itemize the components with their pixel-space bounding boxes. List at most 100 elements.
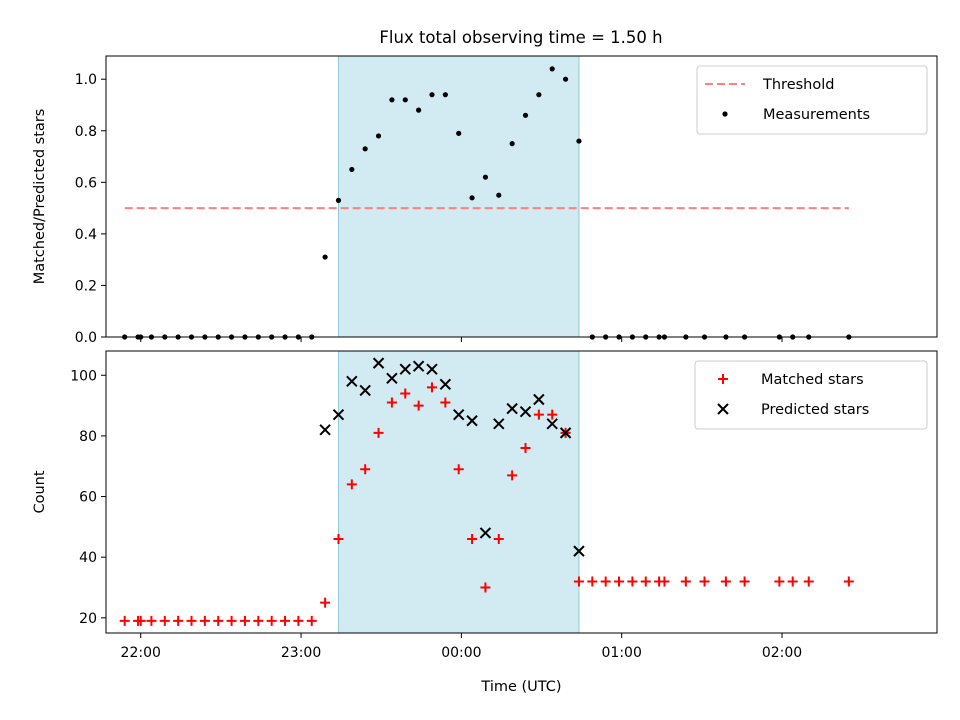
x-tick-label: 02:00 xyxy=(762,645,802,661)
matched-point xyxy=(400,388,411,399)
observing-span xyxy=(337,350,580,634)
legend-label: Measurements xyxy=(763,107,870,123)
predicted-point xyxy=(466,415,478,427)
predicted-point xyxy=(332,408,345,421)
predicted-point xyxy=(386,372,398,384)
y-tick-label: 0.2 xyxy=(75,278,97,294)
matched-point xyxy=(360,464,371,475)
matched-point xyxy=(293,615,304,626)
matched-point xyxy=(467,534,478,544)
matched-point xyxy=(440,397,451,408)
measurement-point xyxy=(562,76,569,82)
matched-point xyxy=(266,615,277,626)
measurement-point xyxy=(456,130,462,136)
legend-label: Matched stars xyxy=(761,372,864,388)
matched-point xyxy=(640,576,651,587)
matched-point xyxy=(627,576,638,587)
predicted-point xyxy=(412,360,425,372)
predicted-point xyxy=(506,402,518,415)
predicted-point xyxy=(319,424,331,436)
matched-point xyxy=(413,400,424,411)
predicted-point xyxy=(559,427,572,439)
measurement-point xyxy=(322,254,328,260)
measurement-point xyxy=(389,97,395,103)
y-tick-label: 80 xyxy=(79,429,97,445)
x-tick-label: 22:00 xyxy=(121,645,161,661)
series-predicted-stars xyxy=(319,357,585,557)
predicted-point xyxy=(372,357,385,369)
matched-point xyxy=(119,615,130,626)
y-axis-label: Matched/Predicted stars xyxy=(32,109,48,285)
predicted-point xyxy=(533,393,545,406)
matched-point xyxy=(507,470,518,481)
legend-box xyxy=(694,360,928,430)
legend: Matched stars Predicted stars xyxy=(694,360,928,430)
predicted-point xyxy=(493,418,505,430)
legend-matched-handle xyxy=(718,374,728,384)
measurement-point xyxy=(509,141,515,147)
matched-point xyxy=(600,576,611,587)
predicted-point xyxy=(399,363,411,375)
axes-frame xyxy=(105,350,938,634)
matched-point xyxy=(253,615,264,626)
matched-point xyxy=(587,576,598,587)
matched-point xyxy=(453,464,464,475)
legend-label: Predicted stars xyxy=(761,402,869,418)
bottom-panel: 20 40 60 80 100 22:00 23:00 00:00 01:00 02:00 Coun… xyxy=(32,350,938,695)
measurement-point xyxy=(402,97,408,103)
observing-span xyxy=(337,55,580,338)
measurement-point xyxy=(522,112,529,118)
matched-point xyxy=(614,576,625,587)
y-axis-label: Count xyxy=(32,470,48,513)
y-tick-label: 20 xyxy=(79,611,97,627)
measurement-point xyxy=(482,174,489,180)
measurement-point xyxy=(469,195,475,201)
predicted-point xyxy=(546,418,558,430)
y-tick-label: 0.8 xyxy=(75,124,97,140)
x-tick-label: 23:00 xyxy=(281,645,321,661)
matched-point xyxy=(159,615,170,626)
x-tick-label: 00:00 xyxy=(441,645,481,661)
matched-point xyxy=(239,615,250,626)
y-tick-label: 100 xyxy=(70,368,97,384)
predicted-point xyxy=(346,375,358,388)
measurement-point xyxy=(429,92,435,98)
measurement-point xyxy=(442,92,448,98)
matched-point xyxy=(173,615,184,626)
legend-predicted-handle xyxy=(717,403,729,415)
legend: Threshold Measurements xyxy=(696,65,928,135)
matched-point xyxy=(493,534,504,544)
predicted-point xyxy=(359,384,371,397)
matched-point xyxy=(135,615,146,626)
matched-point xyxy=(199,615,210,626)
measurement-point xyxy=(549,66,555,72)
y-tick-label: 60 xyxy=(79,490,97,506)
measurement-point xyxy=(416,107,422,113)
matched-point xyxy=(843,576,854,587)
y-tick-label: 1.0 xyxy=(75,72,97,88)
legend-label: Threshold xyxy=(762,77,834,93)
matched-point xyxy=(480,582,491,593)
measurement-point xyxy=(536,92,542,98)
measurement-point xyxy=(335,197,342,203)
matched-point xyxy=(306,615,317,626)
matched-point xyxy=(787,576,798,587)
matched-point xyxy=(333,534,344,544)
measurement-point xyxy=(375,133,382,139)
matched-point xyxy=(346,479,357,490)
matched-point xyxy=(739,576,750,587)
matched-point xyxy=(426,382,437,393)
predicted-point xyxy=(452,408,465,421)
matched-point xyxy=(573,576,584,587)
matched-point xyxy=(659,576,670,587)
y-tick-label: 0.0 xyxy=(75,330,97,346)
predicted-point xyxy=(439,378,452,391)
legend-measurements-handle xyxy=(722,111,728,117)
legend-box xyxy=(696,65,928,135)
matched-point xyxy=(186,615,197,626)
x-axis-label: Time (UTC) xyxy=(480,679,561,695)
matched-point xyxy=(533,409,544,420)
x-tick-label: 01:00 xyxy=(602,645,642,661)
chart-title: Flux total observing time = 1.50 h xyxy=(379,28,662,47)
